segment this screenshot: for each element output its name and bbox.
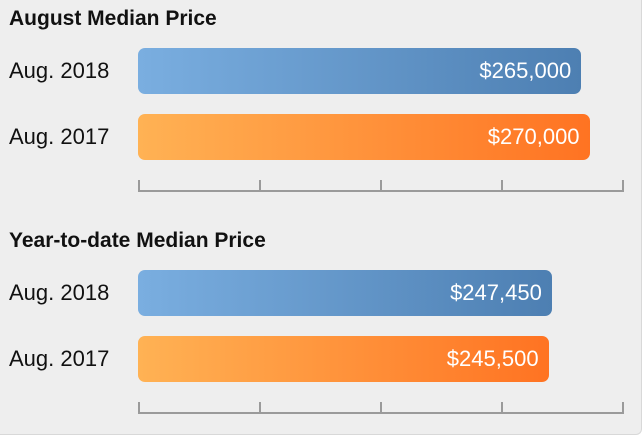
bar-aug-2018: $265,000 <box>138 48 582 94</box>
axis-tick <box>259 180 261 192</box>
axis-tick <box>501 402 503 414</box>
x-axis <box>138 178 624 192</box>
x-axis <box>138 400 624 414</box>
category-label: Aug. 2017 <box>9 124 110 149</box>
category-label: Aug. 2018 <box>9 58 110 83</box>
axis-tick <box>138 180 140 192</box>
axis-tick <box>501 180 503 192</box>
bar-value-label: $270,000 <box>487 124 580 149</box>
bar-aug-2018: $247,450 <box>138 270 552 316</box>
category-label: Aug. 2017 <box>9 346 110 371</box>
axis-tick <box>622 180 624 192</box>
august-median-price-chart: August Median Price Aug. 2018 Aug. 2017 … <box>0 0 641 200</box>
chart-title: Year-to-date Median Price <box>9 229 266 252</box>
axis-tick <box>138 402 140 414</box>
axis-tick <box>259 402 261 414</box>
bar-value-label: $247,450 <box>450 280 542 305</box>
bar-value-label: $265,000 <box>479 58 572 83</box>
bar-aug-2017: $245,500 <box>138 336 549 382</box>
axis-tick <box>380 402 382 414</box>
ytd-median-price-chart: Year-to-date Median Price Aug. 2018 Aug.… <box>0 222 641 422</box>
bar-value-label: $245,500 <box>446 346 539 371</box>
axis-tick <box>622 402 624 414</box>
bar-aug-2017: $270,000 <box>138 114 590 160</box>
chart-title: August Median Price <box>9 7 217 30</box>
category-label: Aug. 2018 <box>9 280 110 305</box>
axis-tick <box>380 180 382 192</box>
